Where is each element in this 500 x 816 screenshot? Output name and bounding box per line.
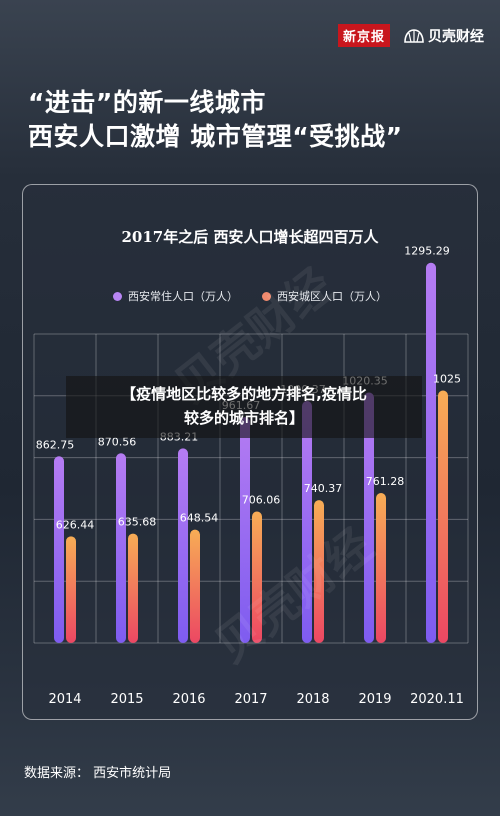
x-tick-label-2017: 2017: [234, 692, 267, 707]
data-label-series2-2016: 648.54: [180, 512, 219, 525]
legend-item-series2: 西安城区人口（万人）: [262, 288, 387, 304]
legend-swatch-series2: [262, 291, 271, 301]
data-label-series2-2018: 740.37: [304, 482, 343, 495]
data-source: 数据来源： 西安市统计局: [24, 766, 172, 781]
x-tick-label-2020.11: 2020.11: [410, 692, 464, 707]
bar-series1-2015: [116, 453, 126, 643]
bar-series1-2018: [302, 401, 312, 643]
data-label-series2-2019: 761.28: [366, 475, 405, 488]
shell-icon: [404, 28, 424, 43]
bar-series1-2016: [178, 448, 188, 643]
headline: “进击”的新一线城市 西安人口激增 城市管理“受挑战”: [28, 86, 478, 154]
bar-series1-2014: [54, 456, 64, 643]
legend-label-series1: 西安常住人口（万人）: [128, 290, 238, 303]
bar-series1-2017: [240, 417, 250, 643]
bar-series2-2018: [314, 500, 324, 643]
data-label-series1-2015: 870.56: [98, 435, 137, 448]
data-label-series2-2015: 635.68: [118, 516, 157, 529]
bar-series2-2017: [252, 511, 262, 643]
legend-label-series2: 西安城区人口（万人）: [277, 290, 387, 303]
data-label-series2-2014: 626.44: [56, 518, 95, 531]
headline-line1: “进击”的新一线城市: [28, 88, 266, 117]
data-label-series2-2020.11: 1025: [433, 373, 461, 386]
x-tick-label-2019: 2019: [358, 692, 391, 707]
x-tick-label-2018: 2018: [296, 692, 329, 707]
data-label-series1-2020.11: 1295.29: [404, 245, 450, 258]
bar-series1-2020.11: [426, 262, 436, 643]
bar-series2-2020.11: [438, 390, 448, 643]
x-tick-label-2014: 2014: [48, 692, 81, 707]
data-label-series2-2017: 706.06: [242, 493, 281, 506]
chart-title: 2017年之后 西安人口增长超四百万人: [121, 228, 379, 246]
bar-series1-2019: [364, 392, 374, 643]
data-label-series1-2014: 862.75: [36, 438, 75, 451]
x-tick-label-2016: 2016: [172, 692, 205, 707]
newspaper-logo: 新京报: [337, 24, 390, 47]
finance-brand: 贝壳财经: [404, 26, 484, 46]
legend-swatch-series1: [113, 291, 122, 301]
headline-line2: 西安人口激增 城市管理“受挑战”: [28, 122, 403, 151]
brand-bar: 新京报 贝壳财经: [337, 24, 484, 47]
finance-brand-label: 贝壳财经: [428, 28, 484, 45]
overlay-banner: 【疫情地区比较多的地方排名,疫情比 较多的城市排名】: [66, 376, 422, 438]
overlay-line2: 较多的城市排名】: [183, 409, 304, 427]
chart-legend: 西安常住人口（万人） 西安城区人口（万人）: [0, 288, 500, 304]
bar-series2-2016: [190, 529, 200, 643]
legend-item-series1: 西安常住人口（万人）: [113, 288, 238, 304]
x-tick-label-2015: 2015: [110, 692, 143, 707]
bar-series2-2019: [376, 492, 386, 643]
bar-series2-2015: [128, 533, 138, 643]
bar-series2-2014: [66, 536, 76, 643]
overlay-line1: 【疫情地区比较多的地方排名,疫情比: [121, 385, 367, 403]
